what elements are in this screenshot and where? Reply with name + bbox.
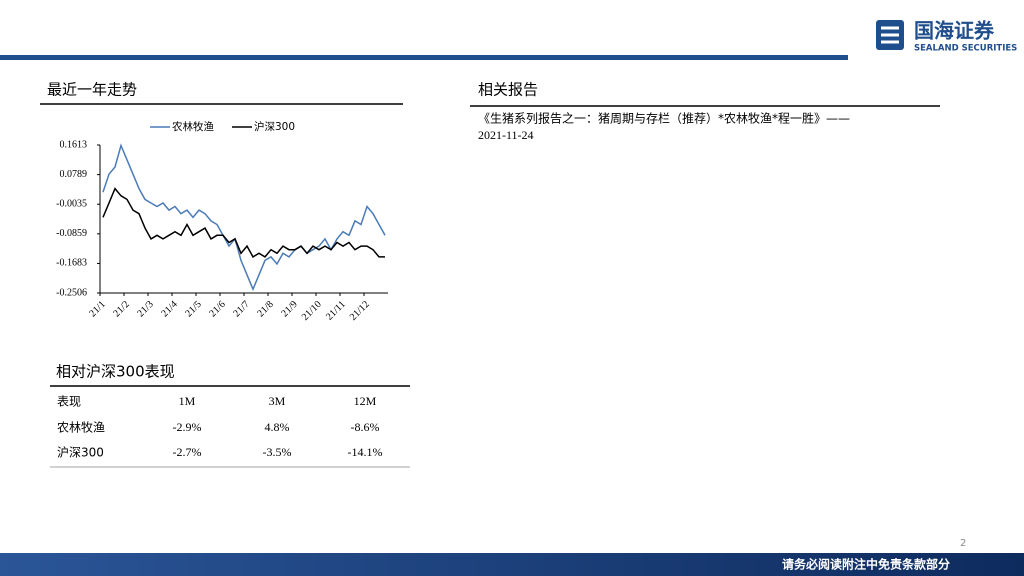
x-tick-label: 21/6	[207, 299, 227, 319]
x-tick-label: 21/3	[135, 299, 155, 319]
x-tick-label: 21/11	[324, 299, 348, 323]
logo-cn: 国海证券	[914, 19, 995, 43]
y-tick-label: -0.0035	[56, 199, 87, 210]
y-tick-label: 0.1613	[60, 139, 88, 150]
section-title: 相关报告	[478, 81, 538, 99]
table-cell: 农林牧渔	[57, 421, 105, 435]
table-header: 表现	[57, 395, 81, 409]
table-cell: -8.6%	[351, 420, 380, 434]
y-tick-label: -0.1683	[56, 258, 87, 269]
logo-en: SEALAND SECURITIES	[914, 44, 1017, 54]
y-tick-label: -0.0859	[56, 228, 87, 239]
x-tick-label: 21/7	[231, 299, 251, 319]
legend-label: 农林牧渔	[172, 120, 214, 133]
legend-label: 沪深300	[254, 120, 295, 133]
x-tick-label: 21/8	[255, 299, 275, 319]
table-cell: -14.1%	[348, 445, 383, 459]
header-bar	[0, 55, 848, 60]
x-tick-label: 21/10	[300, 299, 324, 323]
x-tick-label: 21/1	[87, 299, 107, 319]
report-date: 2021-11-24	[478, 128, 534, 142]
series-line	[102, 143, 386, 292]
section-title: 相对沪深300表现	[56, 363, 175, 381]
table-header: 1M	[179, 394, 196, 408]
x-tick-label: 21/5	[183, 299, 203, 319]
y-tick-label: 0.0789	[60, 169, 88, 180]
x-tick-label: 21/2	[111, 299, 131, 319]
table-cell: 沪深300	[57, 446, 104, 460]
x-tick-label: 21/12	[348, 299, 372, 323]
x-tick-label: 21/9	[279, 299, 299, 319]
table-cell: -3.5%	[263, 445, 292, 459]
table-cell: -2.9%	[173, 420, 202, 434]
table-header: 12M	[354, 394, 377, 408]
y-tick-label: -0.2506	[56, 287, 87, 298]
page-number: 2	[960, 538, 966, 549]
footer-bar	[0, 553, 1024, 576]
table-cell: -2.7%	[173, 445, 202, 459]
report-title: 《生猪系列报告之一：猪周期与存栏（推荐）*农林牧渔*程一胜》——	[478, 111, 850, 126]
logo-icon	[876, 20, 904, 50]
x-tick-label: 21/4	[159, 299, 179, 319]
table-cell: 4.8%	[265, 420, 290, 434]
footer-text: 请务必阅读附注中免责条款部分	[782, 557, 950, 572]
series-line	[102, 187, 385, 258]
table-header: 3M	[269, 394, 286, 408]
section-title: 最近一年走势	[47, 81, 137, 99]
